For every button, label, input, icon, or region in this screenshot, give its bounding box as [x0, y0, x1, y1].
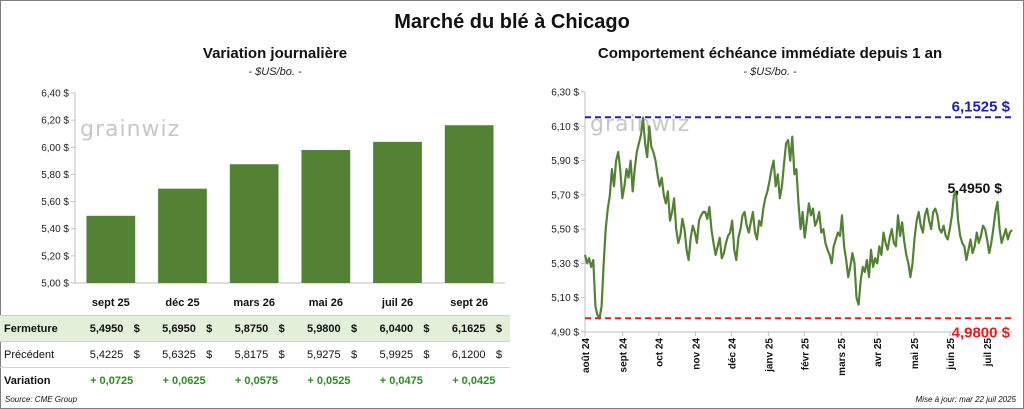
- y-tick-label: 6,20 $: [41, 116, 69, 127]
- y-tick-label: 5,50 $: [551, 225, 579, 236]
- bar-chart-unit: - $US/bo. -: [248, 66, 302, 78]
- x-tick-label: nov 24: [692, 338, 703, 370]
- close-value: 5,6950: [162, 322, 196, 335]
- currency-symbol: $: [423, 348, 430, 361]
- y-tick-label: 5,40 $: [41, 224, 69, 235]
- y-tick-label: 5,60 $: [41, 197, 69, 208]
- watermark-right: grainwiz: [590, 112, 691, 137]
- line-chart: 4,90 $ 5,10 $ 5,30 $ 5,50 $ 5,70 $ 5,90 $ 6,10…: [551, 88, 1013, 376]
- y-tick-label: 5,70 $: [551, 190, 579, 201]
- y-tick-label: 4,90 $: [551, 328, 579, 339]
- watermark-left: grainwiz: [80, 117, 181, 142]
- close-label: Fermeture: [0, 315, 76, 342]
- close-value: 5,9800: [307, 322, 341, 335]
- currency-symbol: $: [206, 348, 213, 361]
- currency-symbol: $: [351, 348, 358, 361]
- variation-label: Variation: [0, 367, 76, 394]
- x-tick-label: mars 26: [233, 297, 275, 309]
- variation-value: + 0,0425: [437, 367, 510, 394]
- currency-symbol: $: [495, 322, 502, 335]
- x-tick-label: déc 24: [728, 338, 739, 370]
- currency-symbol: $: [133, 348, 140, 361]
- previous-label: Précédent: [0, 341, 76, 368]
- x-tick-label: déc 25: [165, 297, 199, 309]
- close-value: 6,0400: [379, 322, 414, 335]
- y-tick-label: 6,00 $: [41, 143, 69, 154]
- variation-value: + 0,0575: [220, 367, 293, 394]
- page-title: Marché du blé à Chicago: [394, 11, 630, 33]
- update-note: Mise à jour: mar 22 juil 2025: [915, 395, 1017, 404]
- y-tick-label: 5,00 $: [41, 279, 69, 290]
- low-label: 4,9800 $: [952, 324, 1011, 341]
- currency-symbol: $: [278, 322, 285, 335]
- x-tick-label: sept 24: [619, 338, 630, 373]
- currency-symbol: $: [133, 322, 140, 335]
- y-tick-label: 6,10 $: [551, 122, 579, 133]
- previous-value: 5,9275: [307, 348, 341, 361]
- previous-value: 5,6325: [162, 348, 196, 361]
- bar: [86, 215, 136, 283]
- variation-value: + 0,0725: [75, 367, 148, 394]
- current-price-label: 5,4950 $: [948, 180, 1003, 196]
- x-tick-label: juil 25: [983, 338, 994, 368]
- x-tick-label: sept 25: [92, 297, 130, 309]
- x-tick-label: mai 25: [910, 338, 921, 370]
- currency-symbol: $: [495, 348, 502, 361]
- bar: [301, 150, 351, 283]
- source-note: Source: CME Group: [5, 395, 78, 404]
- y-tick-label: 5,20 $: [41, 251, 69, 262]
- y-tick-label: 5,30 $: [551, 259, 579, 270]
- x-tick-label: juil 26: [381, 297, 413, 309]
- close-value: 5,4950: [89, 322, 124, 335]
- x-tick-label: févr 25: [800, 338, 811, 371]
- bar: [158, 188, 207, 283]
- previous-value: 5,4225: [89, 348, 124, 361]
- line-chart-title: Comportement échéance immédiate depuis 1…: [597, 45, 943, 62]
- y-tick-label: 6,40 $: [41, 89, 69, 100]
- bar: [373, 141, 422, 283]
- currency-symbol: $: [423, 322, 430, 335]
- table-row-variation: Variation + 0,0725 + 0,0625 + 0,0575 + 0…: [0, 367, 510, 394]
- close-value: 6,1625: [451, 322, 486, 335]
- variation-value: + 0,0525: [292, 367, 366, 394]
- bar-chart-title: Variation journalière: [202, 45, 348, 62]
- x-tick-label: oct 24: [655, 338, 666, 367]
- previous-value: 6,1200: [451, 348, 486, 361]
- x-tick-label: sept 26: [450, 297, 488, 309]
- currency-symbol: $: [351, 322, 358, 335]
- y-tick-label: 6,30 $: [551, 88, 579, 99]
- price-table: Fermeture 5,4950 $ 5,6950 $ 5,8750 $ 5,9800…: [0, 315, 510, 394]
- variation-value: + 0,0625: [147, 367, 221, 394]
- previous-value: 5,9925: [379, 348, 414, 361]
- currency-symbol: $: [278, 348, 285, 361]
- currency-symbol: $: [206, 322, 213, 335]
- price-series-line: [583, 116, 1013, 320]
- high-label: 6,1525 $: [952, 98, 1011, 115]
- variation-value: + 0,0475: [365, 367, 438, 394]
- line-chart-unit: - $US/bo. -: [743, 66, 797, 78]
- x-tick-label: janv 25: [764, 338, 775, 373]
- bar-chart: 5,00 $ 5,20 $ 5,40 $ 5,60 $ 5,80 $ 6,00 $ 6,20…: [41, 89, 505, 309]
- x-tick-label: juin 25: [946, 338, 957, 371]
- y-tick-label: 5,10 $: [551, 293, 579, 304]
- y-tick-label: 5,80 $: [41, 170, 69, 181]
- y-tick-label: 5,90 $: [551, 156, 579, 167]
- close-value: 5,8750: [234, 322, 269, 335]
- x-tick-label: avr 25: [873, 338, 884, 367]
- x-tick-label: août 24: [581, 338, 592, 373]
- table-row-previous: Précédent 5,4225 $ 5,6325 $ 5,8175 $ 5,9275…: [0, 341, 510, 368]
- table-row-close: Fermeture 5,4950 $ 5,6950 $ 5,8750 $ 5,9800…: [0, 315, 510, 342]
- bar: [444, 125, 494, 283]
- x-tick-label: mai 26: [309, 297, 343, 309]
- bar: [229, 164, 279, 283]
- x-tick-label: mars 25: [837, 338, 848, 376]
- previous-value: 5,8175: [234, 348, 269, 361]
